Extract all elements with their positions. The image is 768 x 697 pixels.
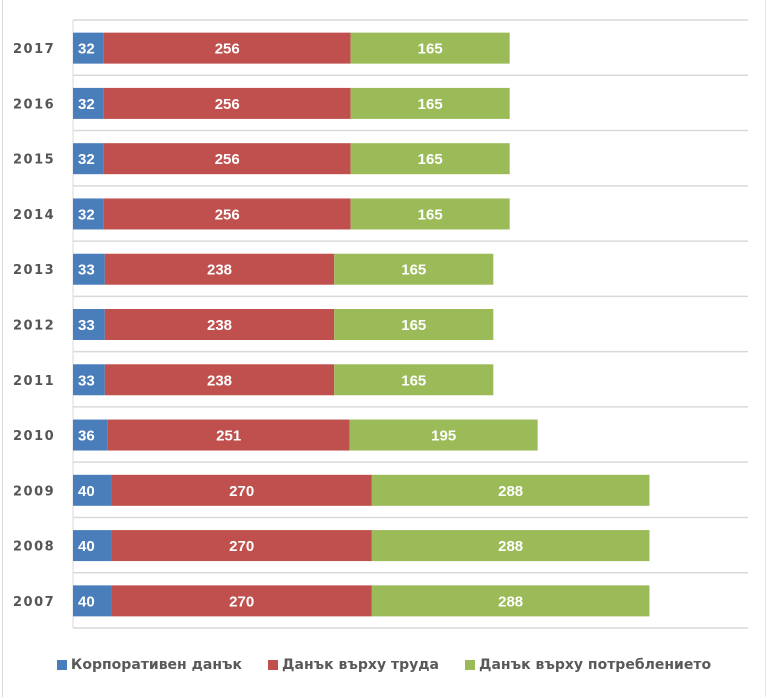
y-tick-label: 2009 <box>13 484 55 499</box>
bar-segment <box>73 419 108 451</box>
legend-swatch-corporate-tax <box>56 660 67 670</box>
data-label: 36 <box>78 428 95 445</box>
legend-label-consumption-tax: Данък върху потреблението <box>478 657 712 673</box>
bar-segment <box>111 530 372 562</box>
data-label: 270 <box>229 593 254 610</box>
data-label: 32 <box>78 151 95 168</box>
y-tick-label: 2016 <box>13 97 55 112</box>
bar-segment <box>73 530 112 562</box>
legend-item-corporate-tax: Корпоративен данък <box>56 657 243 673</box>
bar-segment <box>371 474 650 506</box>
data-label: 165 <box>418 96 443 113</box>
bar-segment <box>349 419 538 451</box>
y-tick-label: 2015 <box>13 153 55 168</box>
bar-segment <box>334 309 494 340</box>
bar-segment <box>350 143 510 175</box>
bar-segment <box>73 309 105 340</box>
data-label: 32 <box>78 96 95 113</box>
data-label: 238 <box>207 317 232 334</box>
data-label: 256 <box>215 206 240 223</box>
bar-segment <box>350 32 510 64</box>
data-label: 165 <box>418 206 443 223</box>
bar-segment <box>104 364 335 396</box>
y-tick-label: 2017 <box>13 42 55 57</box>
y-tick-label: 2014 <box>13 208 55 223</box>
data-label: 40 <box>78 538 95 555</box>
bar-segment <box>73 32 104 64</box>
data-label: 256 <box>215 96 240 113</box>
y-tick-label: 2013 <box>13 263 55 278</box>
bar-segment <box>73 198 104 230</box>
bar-segment <box>73 87 104 119</box>
data-label: 32 <box>78 41 95 58</box>
bar-segment <box>103 143 351 175</box>
bar-segment <box>350 87 510 119</box>
data-label: 165 <box>401 262 426 279</box>
legend-label-corporate-tax: Корпоративен данък <box>70 657 243 673</box>
data-label: 33 <box>78 262 95 279</box>
legend-label-labor-tax: Данък върху труда <box>282 657 439 673</box>
data-label: 33 <box>78 372 95 389</box>
bar-segment <box>104 309 335 340</box>
bar-segment <box>350 198 510 230</box>
data-label: 288 <box>498 483 523 500</box>
y-tick-label: 2008 <box>13 540 55 555</box>
stacked-bar-chart: 2017 32 256 165 2016 32 256 165 2015 32 256 165 2014… <box>13 19 748 629</box>
bar-segment <box>73 585 112 617</box>
data-label: 270 <box>229 538 254 555</box>
bar-segment <box>103 87 351 119</box>
data-label: 238 <box>207 262 232 279</box>
bar-segment <box>111 474 372 506</box>
bar-segment <box>104 253 335 285</box>
data-label: 32 <box>78 206 95 223</box>
data-label: 40 <box>78 593 95 610</box>
bar-segment <box>111 585 372 617</box>
legend: Корпоративен данък Данък върху труда Дан… <box>0 657 768 673</box>
bar-segment <box>103 198 351 230</box>
bar-segment <box>334 253 494 285</box>
data-label: 270 <box>229 483 254 500</box>
bar-segment <box>103 32 351 64</box>
data-label: 288 <box>498 538 523 555</box>
data-label: 251 <box>216 428 241 445</box>
y-tick-label: 2012 <box>13 319 55 334</box>
data-label: 256 <box>215 41 240 58</box>
bar-segment <box>107 419 350 451</box>
y-tick-label: 2011 <box>13 374 55 389</box>
data-label: 165 <box>418 151 443 168</box>
legend-swatch-labor-tax <box>268 660 279 670</box>
y-tick-label: 2010 <box>13 429 55 444</box>
bar-segment <box>73 364 105 396</box>
data-label: 165 <box>401 372 426 389</box>
bar-segment <box>334 364 494 396</box>
y-tick-label: 2007 <box>13 595 55 610</box>
data-label: 256 <box>215 151 240 168</box>
bar-segment <box>371 585 650 617</box>
data-label: 238 <box>207 372 232 389</box>
data-label: 195 <box>431 428 456 445</box>
bar-segment <box>73 253 105 285</box>
bar-segment <box>73 474 112 506</box>
data-label: 165 <box>401 317 426 334</box>
bar-segment <box>73 143 104 175</box>
data-label: 165 <box>418 41 443 58</box>
legend-item-consumption-tax: Данък върху потреблението <box>464 657 712 673</box>
data-label: 40 <box>78 483 95 500</box>
data-label: 288 <box>498 593 523 610</box>
legend-swatch-consumption-tax <box>464 660 475 670</box>
legend-item-labor-tax: Данък върху труда <box>268 657 439 673</box>
bar-segment <box>371 530 650 562</box>
data-label: 33 <box>78 317 95 334</box>
